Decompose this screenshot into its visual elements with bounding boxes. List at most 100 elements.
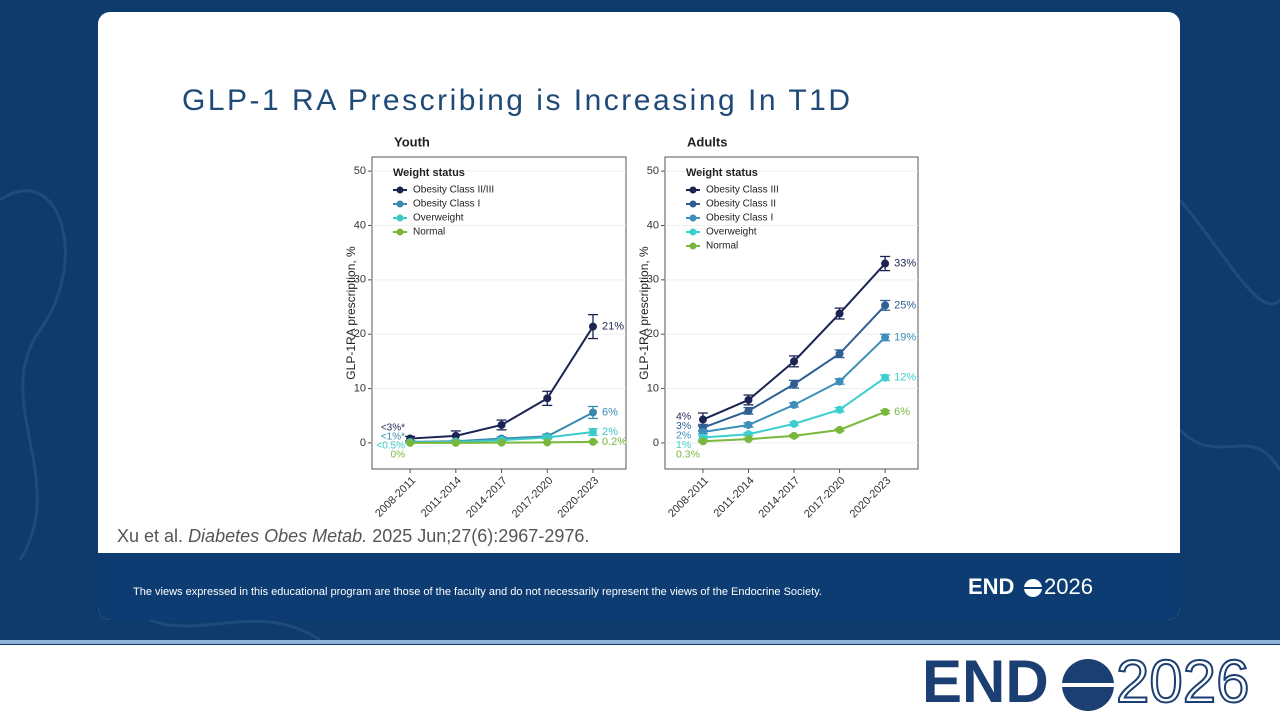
point [543,438,552,447]
legend-marker [689,186,697,194]
point [881,407,890,416]
series-note: <1%* [381,432,405,443]
point [790,400,799,409]
value-label: 4% [676,411,691,423]
disclaimer: The views expressed in this educational … [133,586,822,598]
y-tick-label: 10 [354,382,366,394]
y-axis-label: GLP-1RA prescription, % [344,246,358,380]
value-label: 6% [602,406,618,418]
y-tick-label: 20 [354,328,366,340]
logo-right: 2026 [1116,648,1249,715]
chart: Youth 0 10 20 30 40 50 GLP-1RA prescription, % 2… [344,134,627,520]
point [698,437,707,446]
point [451,438,460,447]
legend-label: Overweight [413,213,464,224]
point [790,419,799,428]
point [835,309,844,318]
y-tick-label: 40 [354,219,366,231]
value-label: 2% [676,430,691,442]
value-label: 1% [676,439,691,451]
point [497,438,506,447]
point [881,259,890,268]
y-tick-label: 30 [647,274,659,286]
legend-marker [396,214,404,222]
point [744,406,753,415]
y-tick-label: 20 [647,328,659,340]
value-label: 2% [602,426,618,438]
value-label: 19% [894,331,916,343]
point [881,373,890,382]
point [744,420,753,429]
legend-label: Obesity Class III [706,185,779,196]
value-label: 0.3% [676,449,700,461]
citation-authors: Xu et al. [117,526,183,546]
legend-label: Obesity Class II/III [413,185,494,196]
legend-title: Weight status [393,167,465,179]
card-body [98,12,1180,620]
slide-title: GLP-1 RA Prescribing is Increasing In T1… [182,84,853,117]
y-tick-label: 50 [354,165,366,177]
point [698,415,707,424]
value-label: 21% [602,320,624,332]
legend-marker [689,200,697,208]
point [835,405,844,414]
y-tick-label: 10 [647,382,659,394]
value-label: 6% [894,406,910,418]
citation-details: 2025 Jun;27(6):2967-2976. [372,526,589,546]
citation: Xu et al. Diabetes Obes Metab. 2025 Jun;… [117,526,589,546]
legend-label: Normal [413,227,445,238]
series-note: 0% [391,450,406,461]
legend-label: Overweight [706,227,757,238]
point [406,438,415,447]
logo-right: 2026 [1044,574,1093,599]
point [588,437,597,446]
legend-label: Obesity Class I [706,213,773,224]
logo-left: END [968,574,1014,599]
y-tick-label: 30 [354,274,366,286]
legend-marker [689,214,697,222]
point [881,333,890,342]
point [790,357,799,366]
point [744,435,753,444]
point [790,380,799,389]
point [790,431,799,440]
value-label: 33% [894,257,916,269]
y-tick-label: 0 [360,437,366,449]
y-tick-label: 50 [647,165,659,177]
legend-marker [396,200,404,208]
legend-marker [689,228,697,236]
card-footer [98,553,1180,620]
divider [0,640,1280,644]
legend-title: Weight status [686,167,758,179]
legend-marker [396,228,404,236]
series-note: <3%* [381,423,405,434]
value-label: 12% [894,372,916,384]
chart: Adults 0 10 20 30 40 50 GLP-1RA prescription, %… [637,134,919,520]
point [835,377,844,386]
series-note: <0.5% [376,441,405,452]
point [588,428,597,437]
y-tick-label: 40 [647,219,659,231]
y-tick-label: 0 [653,437,659,449]
small-logo: END 2026 [968,574,1093,599]
citation-journal: Diabetes Obes Metab. [188,526,367,546]
point [744,395,753,404]
point [881,301,890,310]
legend-label: Normal [706,241,738,252]
legend-label: Obesity Class I [413,199,480,210]
card [98,12,1180,620]
chart-title: Adults [687,134,727,149]
legend-label: Obesity Class II [706,199,776,210]
legend-marker [689,242,697,250]
value-label: 3% [676,420,691,432]
point [588,322,597,331]
big-logo: END 2026 [922,647,1250,716]
background-pattern [0,189,1280,642]
point [588,408,597,417]
chart-title: Youth [394,134,430,149]
point [543,394,552,403]
point [835,349,844,358]
